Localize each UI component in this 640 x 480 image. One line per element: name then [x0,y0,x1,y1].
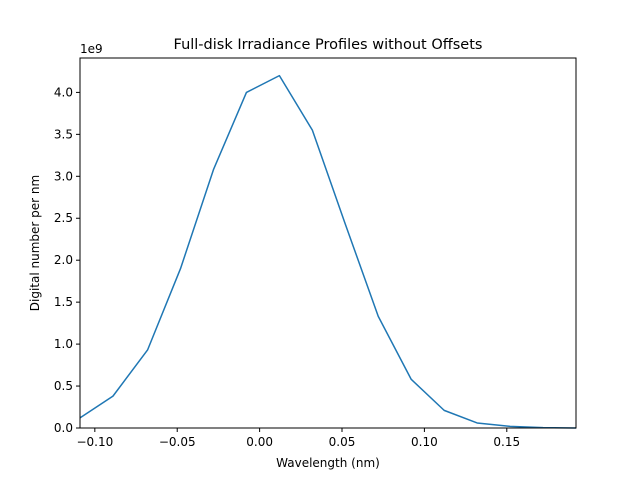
plot-frame [79,57,577,429]
y-tick-label: 2.0 [54,253,73,267]
y-tick-label: 2.5 [54,211,73,225]
y-axis-exponent-label: 1e9 [80,42,103,56]
chart-title: Full-disk Irradiance Profiles without Of… [174,37,483,53]
x-tick-label: 0.15 [493,435,520,449]
y-tick-label: 0.0 [54,421,73,435]
x-tick-label: −0.10 [76,435,113,449]
x-tick-label: 0.00 [246,435,273,449]
y-tick-label: 3.0 [54,169,73,183]
y-tick-label: 4.0 [54,85,73,99]
x-axis-ticks: −0.10 −0.05 0.00 0.05 0.10 0.15 [76,428,520,449]
series-line-0 [79,74,577,429]
y-tick-label: 1.5 [54,295,73,309]
x-tick-label: −0.05 [159,435,196,449]
plot-area [79,74,577,429]
x-tick-label: 0.05 [329,435,356,449]
y-axis-label: Digital number per nm [28,175,42,311]
y-tick-label: 1.0 [54,337,73,351]
x-tick-label: 0.10 [411,435,438,449]
y-tick-label: 0.5 [54,379,73,393]
x-axis-label: Wavelength (nm) [276,456,380,470]
y-axis-ticks: 0.0 0.5 1.0 1.5 2.0 2.5 3.0 3.5 4.0 [54,85,80,435]
y-tick-label: 3.5 [54,127,73,141]
